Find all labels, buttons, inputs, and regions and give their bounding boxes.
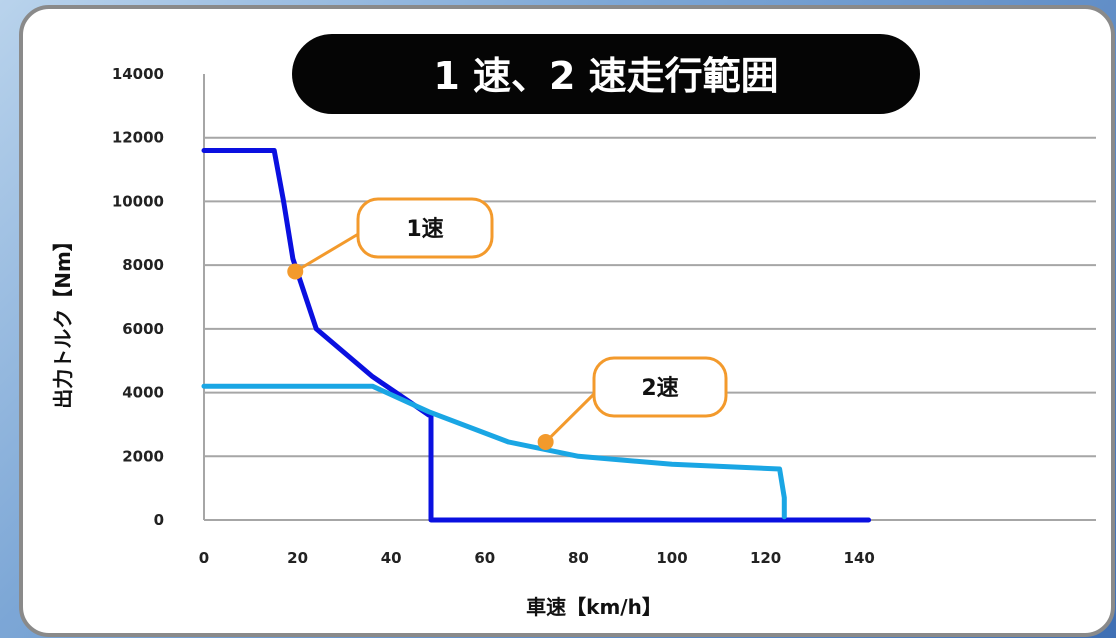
chart-title: 1 速、2 速走行範囲 (433, 54, 778, 98)
x-tick-label: 40 (381, 549, 402, 567)
x-tick-label: 100 (656, 549, 687, 567)
x-axis-label: 車速【km/h】 (526, 595, 662, 619)
x-tick-label: 20 (287, 549, 308, 567)
x-tick-label: 80 (568, 549, 589, 567)
chart-svg: 0 2000 4000 6000 8000 10000 12000 14000 0 20 40 60 8… (19, 5, 1115, 637)
y-tick-label: 0 (154, 511, 164, 529)
y-tick-label: 4000 (122, 384, 164, 402)
series-line-2 (201, 383, 787, 520)
callout-box (592, 356, 728, 418)
y-axis-label: 出力トルク【Nm】 (51, 231, 75, 409)
callout-leader (544, 390, 598, 444)
callout-leader (294, 231, 361, 273)
x-tick-label: 120 (750, 549, 781, 567)
x-tick-label: 60 (474, 549, 495, 567)
y-tick-label: 10000 (112, 192, 164, 210)
y-tick-label: 8000 (122, 256, 164, 274)
callout-marker (287, 263, 304, 280)
callout-label: 1速 (406, 216, 443, 242)
tick-labels: 0 2000 4000 6000 8000 10000 12000 14000 0 20 40 60 8… (112, 65, 875, 567)
callouts: 1速 2速 (287, 197, 728, 450)
series-line-1 (201, 148, 872, 523)
callout-label: 2速 (641, 375, 678, 401)
chart-background (19, 5, 1115, 637)
chart-title-group: 1 速、2 速走行範囲 (292, 34, 920, 114)
series-group (201, 148, 872, 523)
x-tick-label: 0 (199, 549, 209, 567)
y-tick-label: 12000 (112, 129, 164, 147)
callout-box (356, 197, 494, 259)
title-banner (292, 34, 920, 114)
callout-marker (537, 433, 554, 450)
y-tick-label: 6000 (122, 320, 164, 338)
y-tick-label: 14000 (112, 65, 164, 83)
y-tick-label: 2000 (122, 447, 164, 465)
chart-frame: 0 2000 4000 6000 8000 10000 12000 14000 0 20 40 60 8… (18, 4, 1116, 638)
x-tick-label: 140 (844, 549, 875, 567)
